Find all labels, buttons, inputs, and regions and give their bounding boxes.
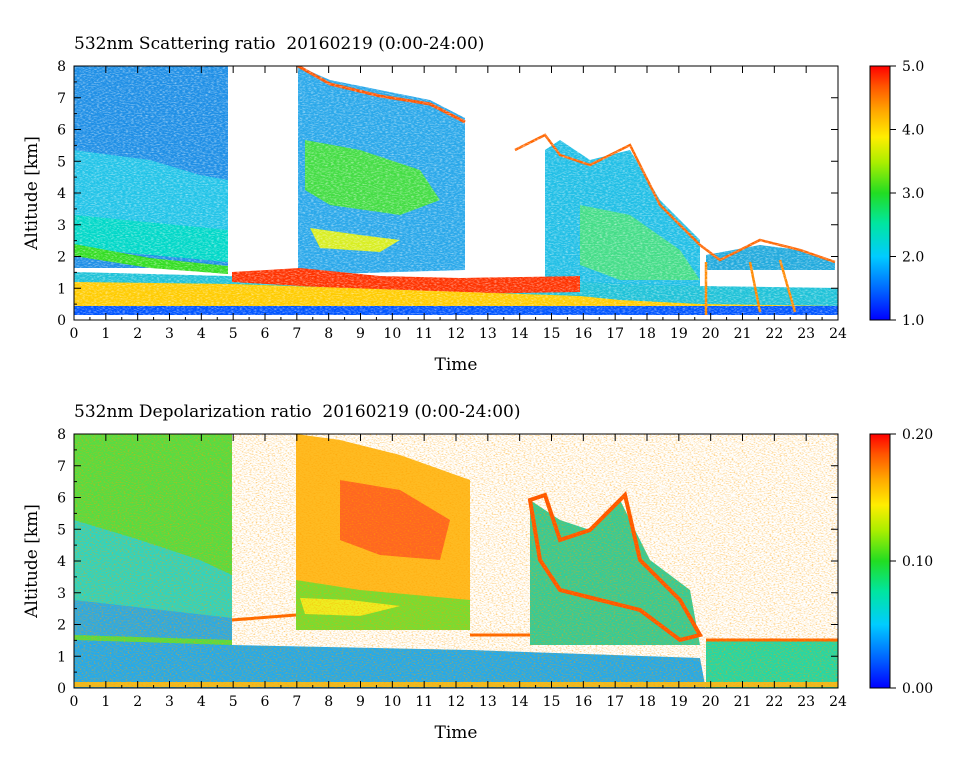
scattering-xtick-label: 17 (606, 326, 624, 342)
depolarization-xtick-label: 17 (606, 694, 624, 710)
scattering-texture (74, 66, 838, 320)
scattering-xtick-label: 21 (734, 326, 752, 342)
scattering-xtick-label: 13 (479, 326, 497, 342)
depolarization-ytick-label: 6 (57, 491, 66, 507)
scattering-ytick-label: 6 (57, 123, 66, 139)
depolarization-xtick-label: 15 (543, 694, 561, 710)
scattering-xtick-label: 3 (165, 326, 174, 342)
depolarization-xtick-label: 4 (197, 694, 206, 710)
scattering-xtick-label: 10 (383, 326, 401, 342)
depolarization-xtick-label: 11 (415, 694, 433, 710)
scattering-xtick-label: 8 (324, 326, 333, 342)
scattering-xtick-label: 2 (133, 326, 142, 342)
scattering-ytick-label: 8 (57, 59, 66, 75)
depolarization-xtick-label: 16 (574, 694, 592, 710)
depolarization-xtick-label: 12 (447, 694, 465, 710)
scattering-xtick-label: 14 (511, 326, 529, 342)
scattering-colorbar-ticks: 1.0 2.0 3.0 4.0 5.0 (890, 59, 924, 329)
scattering-xtick-label: 0 (70, 326, 79, 342)
depolarization-xtick-label: 24 (829, 694, 847, 710)
depolarization-ytick-label: 0 (57, 681, 66, 697)
depolarization-xtick-label: 18 (638, 694, 656, 710)
depolarization-xtick-label: 7 (292, 694, 301, 710)
scattering-xtick-label: 24 (829, 326, 847, 342)
scattering-xtick-label: 9 (356, 326, 365, 342)
scattering-xtick-label: 4 (197, 326, 206, 342)
scattering-xtick-label: 1 (101, 326, 110, 342)
depolarization-xtick-label: 1 (101, 694, 110, 710)
scattering-xtick-label: 11 (415, 326, 433, 342)
scattering-xlabel: Time (435, 355, 478, 375)
scattering-xtick-label: 16 (574, 326, 592, 342)
depolarization-xlabel: Time (435, 723, 478, 743)
scattering-xtick-label: 20 (702, 326, 720, 342)
scattering-colorbar-label: 4.0 (902, 123, 924, 139)
depolarization-panel: 532nm Depolarization ratio 20160219 (0:0… (22, 402, 933, 743)
scattering-xtick-label: 19 (670, 326, 688, 342)
depolarization-xtick-label: 3 (165, 694, 174, 710)
scattering-ytick-label: 5 (57, 154, 66, 170)
scattering-xtick-label: 15 (543, 326, 561, 342)
scattering-xtick-label: 5 (229, 326, 238, 342)
scattering-ytick-label: 3 (57, 218, 66, 234)
scattering-panel: 532nm Scattering ratio 20160219 (0:00-24… (22, 34, 924, 375)
scattering-xtick-label: 18 (638, 326, 656, 342)
scattering-xtick-label: 22 (765, 326, 783, 342)
depolarization-colorbar-gradient (869, 433, 891, 689)
depolarization-xtick-label: 19 (670, 694, 688, 710)
depolarization-ytick-label: 4 (57, 554, 66, 570)
scattering-ytick-label: 0 (57, 313, 66, 329)
scattering-ylabel: Altitude [km] (22, 136, 42, 251)
depolarization-xtick-label: 22 (765, 694, 783, 710)
scattering-xtick-label: 23 (797, 326, 815, 342)
scattering-ytick-label: 7 (57, 91, 66, 107)
scattering-colorbar-label: 1.0 (902, 313, 924, 329)
scattering-title: 532nm Scattering ratio 20160219 (0:00-24… (74, 34, 484, 54)
scattering-ytick-label: 2 (57, 250, 66, 266)
depolarization-xtick-label: 10 (383, 694, 401, 710)
depolarization-xtick-label: 0 (70, 694, 79, 710)
scattering-colorbar: 1.0 2.0 3.0 4.0 5.0 (869, 59, 924, 329)
depolarization-xtick-label: 6 (261, 694, 270, 710)
depolarization-colorbar: 0.00 0.10 0.20 (869, 427, 933, 697)
depolarization-xtick-label: 20 (702, 694, 720, 710)
scattering-ytick-label: 1 (57, 281, 66, 297)
depolarization-colorbar-label: 0.20 (902, 427, 933, 443)
scattering-heatmap (74, 66, 838, 320)
depolarization-colorbar-label: 0.10 (902, 554, 933, 570)
depolarization-colorbar-label: 0.00 (902, 681, 933, 697)
depolarization-xtick-label: 2 (133, 694, 142, 710)
depolarization-xtick-label: 13 (479, 694, 497, 710)
scattering-x-axis: 0 1 2 3 4 5 6 7 8 9 10 11 12 13 14 15 16 17 18 19 20 21 22 23 24 (70, 66, 847, 342)
scattering-xtick-label: 12 (447, 326, 465, 342)
depolarization-xtick-label: 21 (734, 694, 752, 710)
depolarization-ylabel: Altitude [km] (22, 504, 42, 619)
depolarization-x-axis: 0 1 2 3 4 5 6 7 8 9 10 11 12 13 14 15 16 17 18 19 20 21 22 23 24 (70, 434, 847, 710)
scattering-xtick-label: 6 (261, 326, 270, 342)
depolarization-ytick-label: 3 (57, 586, 66, 602)
depolarization-xtick-label: 23 (797, 694, 815, 710)
depolarization-y-axis: 0 1 2 3 4 5 6 7 8 (57, 427, 838, 697)
depolarization-title: 532nm Depolarization ratio 20160219 (0:0… (74, 402, 521, 422)
scattering-colorbar-gradient (869, 65, 891, 321)
scattering-colorbar-label: 5.0 (902, 59, 924, 75)
depolarization-xtick-label: 14 (511, 694, 529, 710)
depolarization-colorbar-ticks: 0.00 0.10 0.20 (890, 427, 933, 697)
depolarization-xtick-label: 8 (324, 694, 333, 710)
depolarization-texture (74, 434, 838, 688)
depolarization-ytick-label: 1 (57, 649, 66, 665)
depolarization-xtick-label: 9 (356, 694, 365, 710)
depolarization-heatmap (74, 434, 838, 688)
scattering-colorbar-label: 3.0 (902, 186, 924, 202)
depolarization-ytick-label: 2 (57, 618, 66, 634)
scattering-ytick-label: 4 (57, 186, 66, 202)
scattering-y-axis: 0 1 2 3 4 5 6 7 8 (57, 59, 838, 329)
depolarization-ytick-label: 5 (57, 522, 66, 538)
scattering-colorbar-label: 2.0 (902, 250, 924, 266)
depolarization-ytick-label: 7 (57, 459, 66, 475)
depolarization-xtick-label: 5 (229, 694, 238, 710)
depolarization-ytick-label: 8 (57, 427, 66, 443)
scattering-xtick-label: 7 (292, 326, 301, 342)
